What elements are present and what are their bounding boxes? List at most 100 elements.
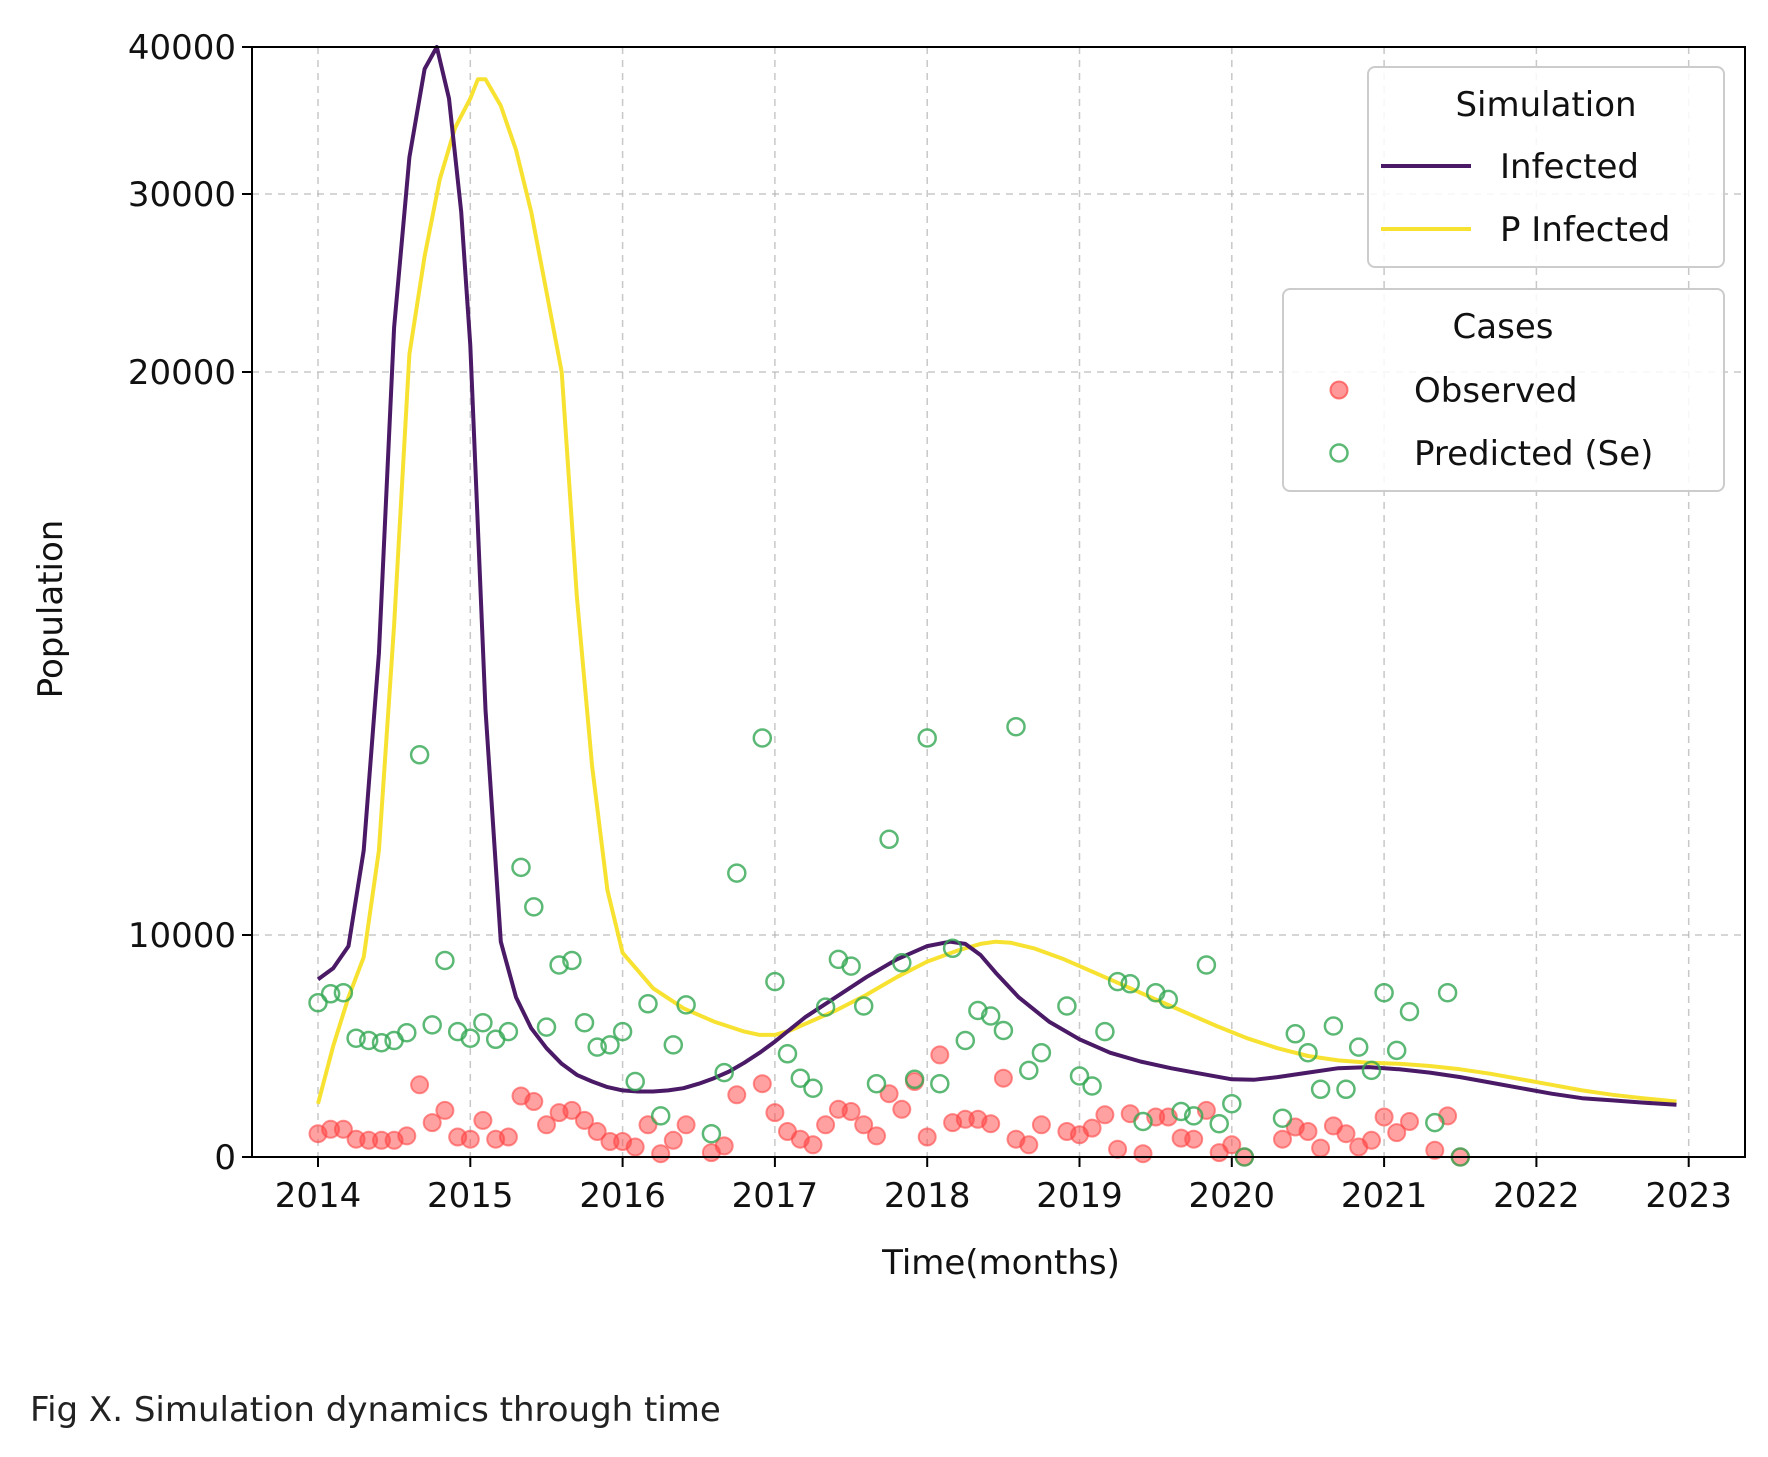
predicted-point — [904, 1069, 925, 1090]
observed-point — [1400, 1112, 1419, 1131]
predicted-point — [397, 1022, 417, 1043]
observed-point — [1298, 1122, 1318, 1141]
predicted-point — [892, 953, 912, 973]
observed-point — [727, 1085, 747, 1105]
predicted-point — [384, 1030, 404, 1051]
legend-predicted-label: Predicted (Se) — [1414, 434, 1653, 474]
infected-line — [316, 45, 1677, 1107]
observed-point — [1184, 1129, 1204, 1149]
predicted-se--points — [308, 716, 1471, 1167]
predicted-point — [1019, 1060, 1039, 1081]
observed-point — [397, 1126, 417, 1146]
observed-point — [854, 1115, 874, 1135]
observed-point — [1336, 1124, 1356, 1144]
observed-point — [1031, 1115, 1051, 1135]
predicted-point — [562, 950, 582, 971]
observed-point — [333, 1119, 353, 1139]
predicted-point — [1285, 1024, 1306, 1044]
predicted-point — [1374, 982, 1394, 1003]
observed-point — [993, 1068, 1013, 1088]
observed-point — [1222, 1135, 1242, 1155]
observed-point — [498, 1127, 518, 1147]
predicted-point — [498, 1021, 519, 1042]
observed-point — [1374, 1107, 1394, 1127]
predicted-point — [841, 956, 861, 976]
predicted-point — [600, 1035, 620, 1055]
predicted-point — [1310, 1079, 1331, 1100]
predicted-point — [727, 863, 747, 883]
observed-point — [930, 1045, 950, 1065]
x-axis: 2014 2015 2016 2017 2018 2019 2020 2021 2022 2023 — [275, 1157, 1732, 1216]
observed-point — [422, 1113, 442, 1133]
predicted-point — [320, 984, 341, 1004]
predicted-point — [714, 1062, 734, 1083]
legend-observed-swatch — [1329, 380, 1349, 400]
observed-point — [765, 1103, 785, 1123]
y-tick-label: 40000 — [128, 28, 236, 68]
plot-area — [251, 46, 1746, 1158]
predicted-point — [777, 1044, 798, 1064]
x-tick-label: 2014 — [275, 1176, 362, 1216]
observed-point — [1133, 1144, 1153, 1164]
predicted-point — [1082, 1076, 1102, 1096]
predicted-point — [1336, 1079, 1356, 1100]
y-tick-label: 30000 — [128, 175, 236, 215]
observed-point — [537, 1115, 556, 1135]
predicted-point — [1361, 1060, 1382, 1081]
y-axis: 0 10000 20000 30000 40000 — [128, 28, 252, 1178]
observed-point — [803, 1135, 823, 1155]
observed-point — [676, 1115, 696, 1135]
predicted-point — [853, 996, 874, 1016]
predicted-point — [650, 1106, 671, 1126]
predicted-point — [485, 1029, 506, 1050]
observed-point — [625, 1137, 645, 1157]
predicted-point — [1158, 989, 1179, 1010]
legend-simulation: Simulation Infected P Infected — [1367, 66, 1725, 268]
predicted-point — [765, 971, 785, 992]
observed-point — [841, 1102, 861, 1121]
y-tick-label: 0 — [214, 1138, 236, 1178]
predicted-point — [879, 829, 899, 850]
predicted-point — [917, 728, 937, 748]
legend-simulation-title: Simulation — [1455, 85, 1636, 125]
predicted-point — [752, 728, 773, 748]
predicted-point — [435, 950, 455, 971]
predicted-point — [1031, 1042, 1052, 1063]
observed-point — [524, 1092, 544, 1111]
predicted-point — [409, 745, 430, 765]
predicted-point — [1069, 1066, 1090, 1086]
predicted-point — [1272, 1108, 1293, 1128]
predicted-point — [1386, 1040, 1407, 1061]
predicted-point — [803, 1078, 823, 1098]
predicted-point — [663, 1035, 684, 1055]
observed-point — [410, 1075, 430, 1095]
predicted-point — [358, 1030, 379, 1051]
predicted-point — [536, 1017, 557, 1037]
predicted-point — [1425, 1112, 1445, 1133]
predicted-point — [1133, 1111, 1153, 1132]
predicted-point — [980, 1006, 1001, 1026]
observed-point — [473, 1110, 493, 1130]
predicted-point — [866, 1073, 887, 1094]
predicted-point — [1095, 1021, 1115, 1042]
x-tick-label: 2018 — [884, 1176, 971, 1216]
observed-point — [1311, 1138, 1331, 1158]
legend-cases-title: Cases — [1453, 307, 1554, 347]
observed-point — [752, 1074, 772, 1094]
predicted-point — [308, 992, 328, 1013]
legend-cases-box — [1282, 288, 1725, 492]
observed-point — [435, 1100, 455, 1120]
y-tick-label: 20000 — [128, 353, 236, 393]
predicted-point — [1196, 955, 1217, 975]
observed-point — [892, 1099, 912, 1119]
predicted-point — [612, 1021, 633, 1042]
legend-observed-label: Observed — [1414, 371, 1578, 411]
predicted-point — [1348, 1037, 1369, 1057]
observed-point — [816, 1115, 836, 1135]
x-tick-label: 2015 — [427, 1176, 514, 1216]
predicted-point — [574, 1012, 595, 1033]
observed-point — [917, 1127, 937, 1147]
observed-point — [1425, 1140, 1445, 1160]
predicted-point — [968, 1000, 988, 1021]
